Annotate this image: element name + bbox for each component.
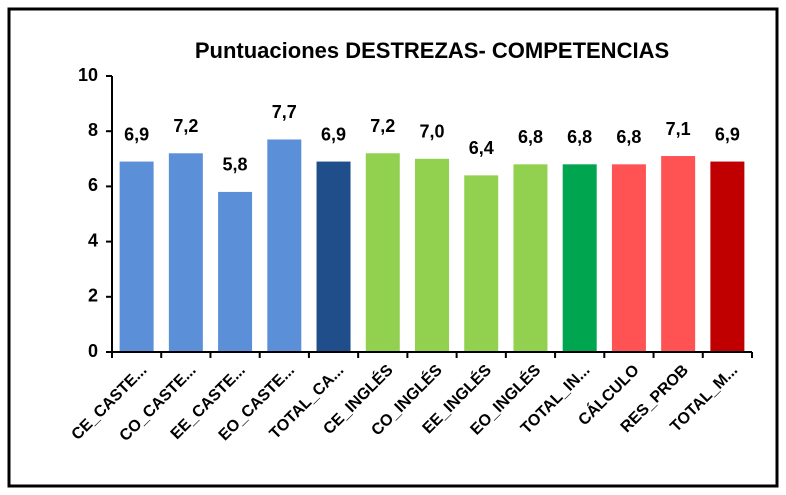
y-tick-label: 2 [88, 286, 98, 306]
value-label: 5,8 [223, 155, 248, 175]
bar [661, 156, 696, 352]
chart-title: Puntuaciones DESTREZAS- COMPETENCIAS [195, 38, 669, 63]
value-label: 6,8 [518, 127, 543, 147]
value-label: 7,1 [666, 119, 691, 139]
value-label: 6,8 [616, 127, 641, 147]
value-label: 6,9 [124, 124, 149, 144]
bar [365, 153, 400, 352]
y-tick-label: 4 [88, 230, 98, 250]
value-label: 6,9 [715, 124, 740, 144]
value-label: 7,7 [272, 102, 297, 122]
value-label: 7,2 [173, 116, 198, 136]
bar [562, 164, 597, 352]
bar [119, 161, 154, 352]
y-tick-label: 10 [78, 65, 98, 85]
value-label: 6,9 [321, 124, 346, 144]
value-label: 7,0 [419, 122, 444, 142]
bar [168, 153, 203, 352]
value-label: 6,8 [567, 127, 592, 147]
bar [267, 139, 302, 352]
value-label: 7,2 [370, 116, 395, 136]
bar [464, 175, 499, 352]
bar [316, 161, 351, 352]
bar [218, 191, 253, 352]
y-tick-label: 6 [88, 175, 98, 195]
bar [710, 161, 745, 352]
bar [611, 164, 646, 352]
bar [513, 164, 548, 352]
bar [415, 158, 449, 352]
y-tick-label: 0 [88, 341, 98, 361]
value-label: 6,4 [469, 138, 494, 158]
y-tick-label: 8 [88, 120, 98, 140]
